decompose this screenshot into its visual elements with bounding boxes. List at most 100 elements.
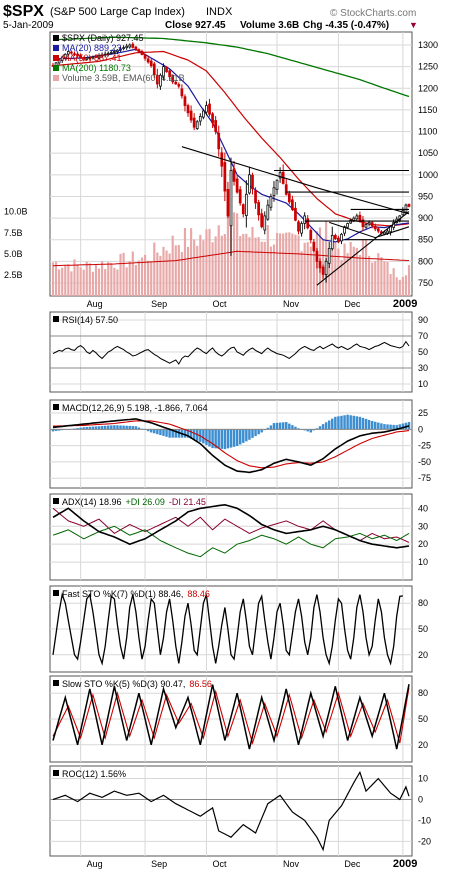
volume-bar [331, 244, 334, 296]
macd-histogram-bar [248, 429, 251, 440]
price-candle [180, 88, 184, 97]
volume-bar [269, 246, 272, 296]
price-candle [333, 235, 337, 240]
macd-histogram-bar [168, 429, 171, 438]
volume-bar [128, 261, 131, 296]
price-candle [269, 196, 273, 208]
volume-value: Volume 3.6B [240, 20, 299, 31]
volume-bar [275, 232, 279, 296]
down-arrow-icon: ▼ [409, 20, 418, 30]
macd-histogram-bar [208, 429, 211, 447]
price-candle [244, 193, 248, 216]
volume-bar [217, 225, 220, 296]
price-candle [134, 46, 138, 51]
volume-bar [377, 253, 380, 296]
roc-panel: 10 0 -10 -20 ROC(12) 1.56% [49, 765, 431, 857]
volume-bar [349, 242, 352, 296]
volume-bar [407, 265, 411, 296]
price-candle [106, 52, 110, 55]
price-candle [76, 53, 79, 57]
price-candle [171, 75, 175, 83]
price-candle [376, 228, 380, 232]
macd-histogram-bar [321, 424, 325, 430]
legend-entry: MA(50) 887.41 [62, 53, 122, 63]
macd-histogram-bar [389, 424, 392, 430]
price-candle [195, 121, 199, 129]
volume-bar [171, 235, 174, 296]
macd-histogram-bar [318, 426, 322, 430]
macd-histogram-bar [110, 425, 113, 430]
macd-histogram-bar [186, 429, 190, 438]
price-candle [340, 233, 343, 242]
macd-histogram-bar [285, 422, 288, 430]
price-candle [309, 229, 313, 241]
adx-label: ADX(14) 18.96 [62, 497, 122, 507]
roc-label: ROC(12) 1.56% [62, 769, 126, 779]
volume-bar [153, 242, 156, 296]
volume-bar [364, 239, 368, 296]
y-tick-label: 20 [418, 740, 428, 750]
volume-bar [334, 241, 337, 296]
macd-histogram-bar [260, 429, 263, 433]
price-candle [202, 110, 205, 118]
volume-bar [70, 271, 73, 296]
macd-histogram-bar [337, 416, 340, 430]
macd-histogram-bar [51, 429, 55, 432]
volume-bar [177, 244, 180, 296]
volume-bar [113, 267, 116, 296]
month-label: Dec [344, 299, 361, 309]
price-candle [155, 74, 159, 85]
y-tick-label: 1050 [418, 148, 438, 158]
trendline [316, 211, 410, 286]
fast-sto-d-label: 88.46 [187, 589, 210, 599]
macd-histogram-bar [113, 425, 116, 430]
macd-histogram-bar [269, 425, 273, 430]
legend-swatch [53, 404, 59, 410]
y-tick-label: 0 [418, 794, 423, 804]
volume-bar [137, 260, 141, 296]
macd-histogram-bar [398, 424, 402, 430]
volume-bar [309, 246, 312, 296]
macd-histogram-bar [303, 429, 306, 431]
macd-histogram-bar [377, 422, 380, 430]
price-candle [143, 54, 147, 59]
y-tick-label: 10 [418, 774, 428, 784]
y-tick-label: 750 [418, 278, 433, 288]
volume-bar [368, 255, 371, 296]
price-candle [73, 53, 76, 56]
volume-bar [371, 262, 374, 296]
y-tick-label: 90 [418, 315, 428, 325]
volume-bar [165, 250, 168, 296]
y-tick-label: 850 [418, 235, 433, 245]
volume-bar [131, 251, 134, 296]
price-candle [66, 51, 70, 55]
y-tick-label: -20 [418, 836, 431, 846]
y-tick-label: 1250 [418, 62, 438, 72]
volume-bar [306, 242, 309, 296]
price-candle [355, 215, 359, 220]
macd-histogram-bar [340, 415, 343, 430]
macd-histogram-bar [94, 426, 98, 430]
macd-histogram-bar [159, 429, 162, 436]
legend-entry: MA(200) 1180.73 [62, 63, 131, 73]
macd-histogram-bar [174, 429, 177, 438]
macd-histogram-bar [392, 424, 395, 430]
volume-bar [297, 235, 300, 296]
volume-bar [248, 237, 251, 296]
month-label: Sep [151, 859, 167, 869]
macd-histogram-bar [355, 416, 359, 430]
y-tick-label: 30 [418, 363, 428, 373]
slow-sto-panel: 20 50 80 Slow STO %K(5) %D(3) 90.47, 86.56 [49, 675, 428, 763]
volume-bar [61, 267, 64, 296]
price-candle [208, 103, 211, 115]
macd-histogram-bar [156, 429, 159, 435]
price-candle [358, 214, 362, 222]
rsi-line [52, 340, 410, 365]
volume-bar [180, 252, 183, 296]
month-label: Aug [87, 299, 103, 309]
price-candle [291, 199, 294, 210]
macd-histogram-bar [242, 429, 245, 443]
price-candle [275, 179, 279, 190]
macd-histogram-bar [324, 422, 328, 430]
